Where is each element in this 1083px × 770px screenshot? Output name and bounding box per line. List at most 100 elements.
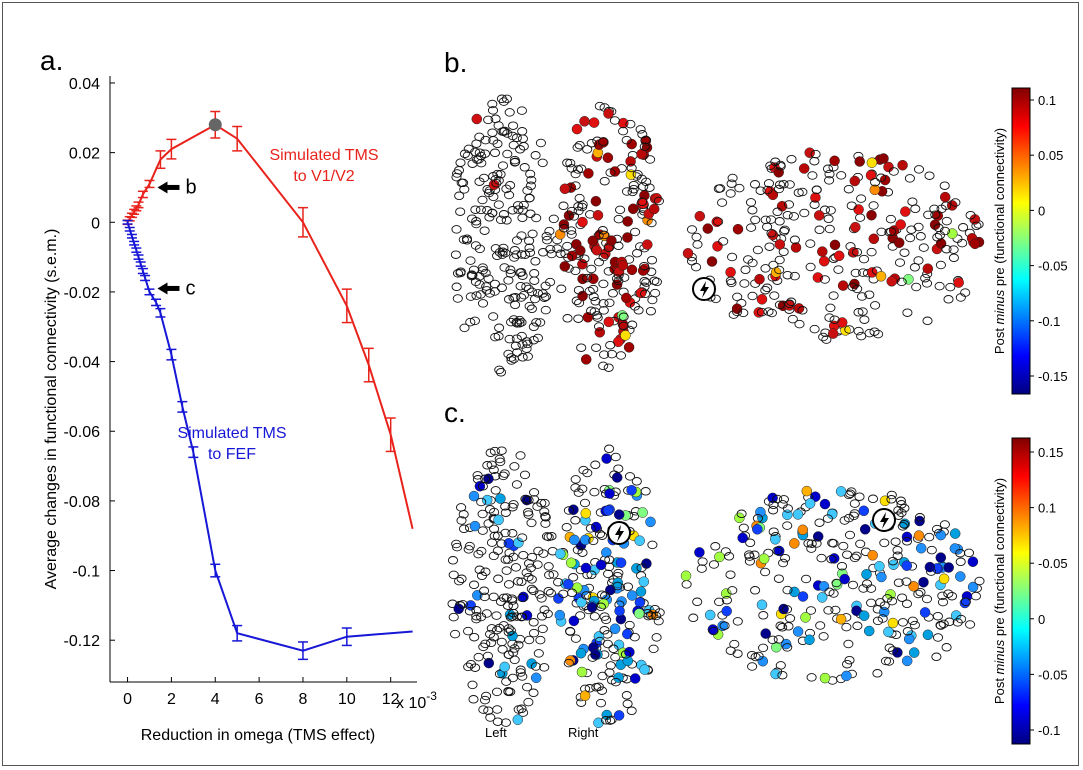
brain-node bbox=[510, 341, 521, 351]
brain-node bbox=[531, 213, 542, 223]
brain-c-top-left bbox=[447, 446, 559, 727]
brain-node-filled bbox=[612, 577, 624, 589]
brain-node bbox=[492, 169, 503, 179]
error-bar bbox=[133, 201, 144, 209]
brain-node bbox=[498, 243, 509, 253]
brain-node bbox=[486, 624, 497, 633]
brain-node bbox=[588, 284, 599, 294]
brain-node bbox=[479, 226, 490, 235]
brain-node-filled bbox=[770, 668, 781, 680]
brain-node bbox=[734, 183, 745, 193]
brain-node bbox=[824, 176, 835, 185]
brain-node bbox=[872, 669, 883, 678]
brain-node bbox=[478, 642, 489, 652]
brain-node bbox=[934, 230, 945, 240]
brain-node bbox=[541, 231, 552, 241]
lightning-icon bbox=[880, 512, 889, 529]
brain-node bbox=[819, 275, 830, 284]
brain-node bbox=[455, 158, 466, 167]
annotation-label: c bbox=[185, 277, 195, 299]
brain-node bbox=[597, 671, 608, 681]
colorbar-tick-label: -0.05 bbox=[1038, 259, 1068, 274]
brain-node bbox=[489, 446, 500, 456]
brain-node bbox=[546, 249, 557, 259]
brain-node-filled bbox=[829, 155, 840, 167]
brain-node-filled bbox=[595, 559, 607, 571]
brain-node bbox=[487, 128, 498, 137]
brain-node bbox=[519, 470, 531, 480]
brain-node-filled bbox=[792, 509, 804, 520]
colorbar-tick-label: -0.1 bbox=[1038, 314, 1060, 329]
error-bar bbox=[151, 298, 162, 307]
brain-node bbox=[467, 214, 478, 223]
brain-node bbox=[621, 691, 632, 700]
brain-node bbox=[476, 546, 487, 556]
brain-node bbox=[765, 161, 776, 170]
brain-node bbox=[516, 318, 527, 327]
brain-node-filled bbox=[848, 247, 859, 258]
brain-node-filled bbox=[512, 714, 524, 725]
brain-node-filled bbox=[801, 485, 813, 497]
brain-node bbox=[526, 584, 537, 594]
brain-node bbox=[738, 308, 749, 318]
brain-node bbox=[488, 551, 499, 561]
brain-node bbox=[621, 187, 633, 196]
brain-node-filled bbox=[903, 633, 915, 645]
brain-node bbox=[536, 612, 548, 621]
brain-node-filled bbox=[853, 204, 864, 215]
brain-node-filled bbox=[495, 493, 506, 504]
brain-node bbox=[774, 180, 786, 189]
brain-node bbox=[843, 184, 854, 194]
brain-node bbox=[496, 446, 507, 455]
x-tick-label: 6 bbox=[255, 691, 264, 708]
error-bar bbox=[129, 240, 140, 246]
brain-node bbox=[777, 500, 788, 509]
error-bar bbox=[341, 288, 352, 324]
brain-node bbox=[859, 315, 870, 324]
brain-node bbox=[913, 256, 924, 265]
brain-node bbox=[595, 602, 606, 612]
brain-node bbox=[508, 354, 519, 364]
brain-node bbox=[507, 502, 518, 512]
brain-node bbox=[905, 233, 916, 243]
error-bar bbox=[188, 446, 199, 459]
brain-node bbox=[688, 613, 699, 623]
brain-node-filled bbox=[770, 534, 781, 545]
brain-node bbox=[640, 487, 651, 496]
brain-node bbox=[747, 662, 758, 671]
brain-node bbox=[524, 243, 535, 253]
y-tick-label: 0.04 bbox=[69, 76, 100, 93]
brain-node-filled bbox=[804, 498, 816, 509]
brain-node bbox=[778, 247, 789, 257]
brain-node bbox=[518, 142, 529, 151]
brain-node bbox=[488, 312, 499, 321]
brain-node-filled bbox=[626, 590, 638, 601]
brain-node bbox=[578, 465, 589, 475]
brain-node bbox=[489, 287, 500, 296]
brain-node bbox=[651, 277, 662, 287]
colorbar-b-label: Post minus pre (functional connectivity) bbox=[992, 128, 1007, 354]
brain-node-filled bbox=[812, 531, 824, 542]
brain-node bbox=[782, 210, 793, 220]
brain-node bbox=[621, 135, 632, 145]
brain-node bbox=[570, 516, 581, 525]
brain-node bbox=[843, 639, 854, 649]
error-bar bbox=[126, 233, 137, 239]
brain-node bbox=[482, 651, 493, 661]
brain-node bbox=[590, 460, 601, 470]
brain-node bbox=[750, 586, 761, 595]
brain-node bbox=[528, 618, 539, 627]
hemisphere-label-right: Right bbox=[568, 725, 599, 740]
brain-node bbox=[650, 288, 661, 298]
brain-node bbox=[492, 251, 503, 261]
brain-node-filled bbox=[569, 534, 580, 546]
brain-node bbox=[451, 172, 462, 182]
brain-node-filled bbox=[682, 248, 694, 259]
brain-node bbox=[503, 580, 515, 589]
brain-node-filled bbox=[967, 556, 979, 567]
brain-node bbox=[499, 126, 510, 136]
brain-node bbox=[513, 640, 524, 650]
brain-node-filled bbox=[924, 561, 936, 573]
brain-node bbox=[573, 314, 584, 323]
brain-node bbox=[604, 444, 615, 454]
